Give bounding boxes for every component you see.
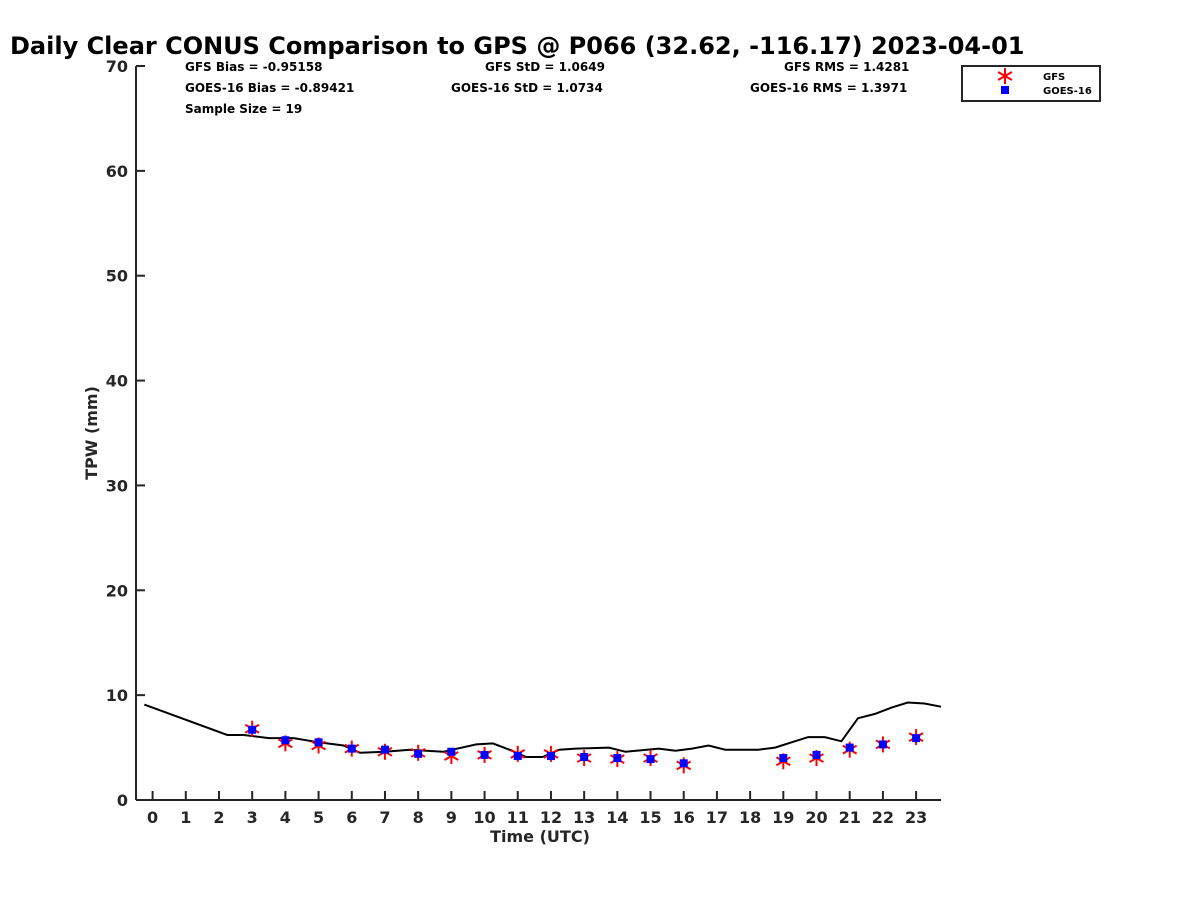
x-tick-label: 19 bbox=[772, 808, 794, 827]
plot-area bbox=[135, 66, 941, 801]
x-tick-label: 9 bbox=[446, 808, 457, 827]
x-tick-label: 22 bbox=[872, 808, 894, 827]
series-layer bbox=[143, 701, 942, 774]
goes16-point bbox=[613, 754, 622, 763]
x-tick-label: 2 bbox=[213, 808, 224, 827]
legend: GFS GOES-16 bbox=[961, 65, 1101, 102]
goes16-point bbox=[580, 753, 589, 762]
goes16-point bbox=[480, 750, 489, 759]
x-tick-label: 20 bbox=[805, 808, 827, 827]
goes16-point bbox=[779, 754, 788, 763]
gfs-bias: GFS Bias = -0.95158 bbox=[185, 60, 322, 74]
x-tick-label: 6 bbox=[346, 808, 357, 827]
x-axis-label: Time (UTC) bbox=[490, 827, 590, 846]
legend-gfs-asterisk bbox=[997, 68, 1013, 84]
x-tick-label: 13 bbox=[573, 808, 595, 827]
x-tick-label: 4 bbox=[280, 808, 291, 827]
x-tick-label: 15 bbox=[639, 808, 661, 827]
x-ticks: 0 1 2 3 4 5 6 7 8 9 10 11 12 13 14 15 16 17 18 19 20 21 22 23 bbox=[147, 791, 927, 827]
legend-gfs-marker bbox=[997, 68, 1013, 84]
x-tick-label: 3 bbox=[247, 808, 258, 827]
goes16-point bbox=[281, 736, 290, 745]
stats-block: GFS Bias = -0.95158 GOES-16 Bias = -0.89… bbox=[185, 60, 909, 116]
x-tick-label: 16 bbox=[673, 808, 695, 827]
y-tick-label: 50 bbox=[106, 267, 128, 286]
goes16-std: GOES-16 StD = 1.0734 bbox=[451, 81, 603, 95]
goes16-point bbox=[679, 759, 688, 768]
x-tick-label: 8 bbox=[413, 808, 424, 827]
gfs-rms: GFS RMS = 1.4281 bbox=[784, 60, 909, 74]
goes16-point bbox=[546, 751, 555, 760]
x-tick-label: 0 bbox=[147, 808, 158, 827]
legend-goes16-marker bbox=[1001, 86, 1009, 94]
y-tick-label: 70 bbox=[106, 57, 128, 76]
goes16-point bbox=[347, 744, 356, 753]
gps-line bbox=[143, 701, 942, 758]
goes16-point bbox=[380, 745, 389, 754]
x-tick-label: 17 bbox=[706, 808, 728, 827]
y-ticks: 0 10 20 30 40 50 60 70 bbox=[106, 57, 145, 810]
x-tick-label: 7 bbox=[379, 808, 390, 827]
x-tick-label: 23 bbox=[905, 808, 927, 827]
goes16-bias: GOES-16 Bias = -0.89421 bbox=[185, 81, 354, 95]
y-tick-label: 30 bbox=[106, 476, 128, 495]
goes16-point bbox=[414, 749, 423, 758]
y-tick-label: 40 bbox=[106, 372, 128, 391]
legend-gfs-label: GFS bbox=[1043, 72, 1065, 83]
x-tick-label: 12 bbox=[540, 808, 562, 827]
gfs-std: GFS StD = 1.0649 bbox=[485, 60, 605, 74]
legend-goes16-label: GOES-16 bbox=[1043, 86, 1092, 97]
y-tick-label: 60 bbox=[106, 162, 128, 181]
goes16-point bbox=[646, 755, 655, 764]
x-tick-label: 1 bbox=[180, 808, 191, 827]
goes16-point bbox=[447, 747, 456, 756]
goes16-point bbox=[248, 725, 257, 734]
x-tick-label: 21 bbox=[839, 808, 861, 827]
chart-title: Daily Clear CONUS Comparison to GPS @ P0… bbox=[10, 32, 1024, 60]
sample-size: Sample Size = 19 bbox=[185, 102, 302, 116]
x-tick-label: 14 bbox=[606, 808, 628, 827]
x-tick-label: 11 bbox=[507, 808, 529, 827]
x-tick-label: 10 bbox=[473, 808, 495, 827]
y-tick-label: 10 bbox=[106, 686, 128, 705]
y-tick-label: 0 bbox=[117, 791, 128, 810]
goes16-point bbox=[912, 734, 921, 743]
goes16-point bbox=[878, 740, 887, 749]
goes16-point bbox=[314, 738, 323, 747]
x-tick-label: 18 bbox=[739, 808, 761, 827]
x-tick-label: 5 bbox=[313, 808, 324, 827]
legend-box bbox=[961, 65, 1101, 102]
goes16-point bbox=[845, 743, 854, 752]
goes16-rms: GOES-16 RMS = 1.3971 bbox=[750, 81, 907, 95]
y-tick-label: 20 bbox=[106, 581, 128, 600]
y-axis-label: TPW (mm) bbox=[82, 386, 101, 480]
goes16-point bbox=[812, 750, 821, 759]
goes16-point bbox=[513, 751, 522, 760]
